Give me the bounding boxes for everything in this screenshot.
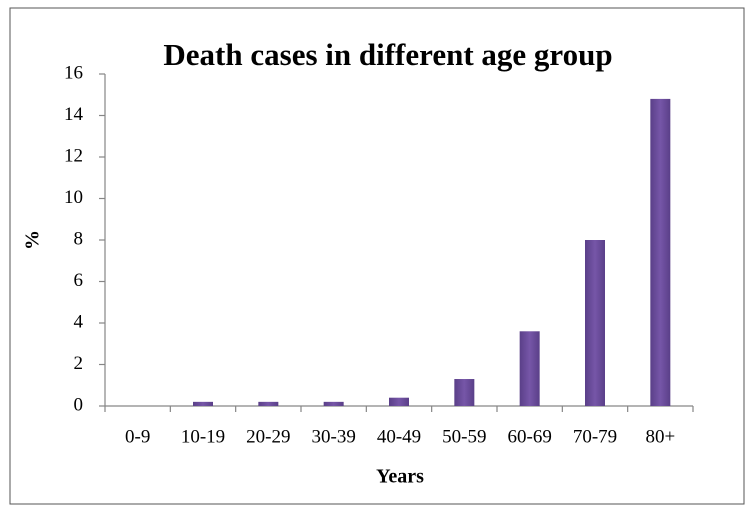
frame <box>9 7 745 505</box>
y-tick-label: 2 <box>74 353 84 374</box>
x-tick-label: 10-19 <box>181 426 225 447</box>
bar <box>519 331 540 406</box>
bar <box>389 397 409 406</box>
y-tick-label: 6 <box>74 270 84 291</box>
bar <box>258 401 279 406</box>
x-tick-label: 30-39 <box>312 426 356 447</box>
x-tick-label: 0-9 <box>125 426 150 447</box>
x-tick-label: 60-69 <box>508 426 552 447</box>
x-tick-label: 70-79 <box>573 426 617 447</box>
y-tick-label: 4 <box>74 311 84 332</box>
bar <box>585 240 605 406</box>
y-tick-label: 8 <box>74 228 84 249</box>
bar <box>454 379 475 406</box>
y-tick-label: 0 <box>74 394 84 415</box>
x-axis-title: Years <box>376 466 424 488</box>
x-tick-label: 20-29 <box>246 426 290 447</box>
bar <box>650 98 671 407</box>
chart-title: Death cases in different age group <box>163 37 612 72</box>
x-tick-label: 80+ <box>645 426 675 447</box>
y-tick-label: 16 <box>64 62 83 83</box>
y-axis-title: % <box>22 230 44 250</box>
bar <box>193 401 213 406</box>
x-tick-label: 40-49 <box>377 426 421 447</box>
y-tick-label: 14 <box>64 104 84 125</box>
bar <box>323 401 344 406</box>
x-tick-label: 50-59 <box>442 426 486 447</box>
y-tick-label: 10 <box>64 187 83 208</box>
y-tick-label: 12 <box>64 145 83 166</box>
